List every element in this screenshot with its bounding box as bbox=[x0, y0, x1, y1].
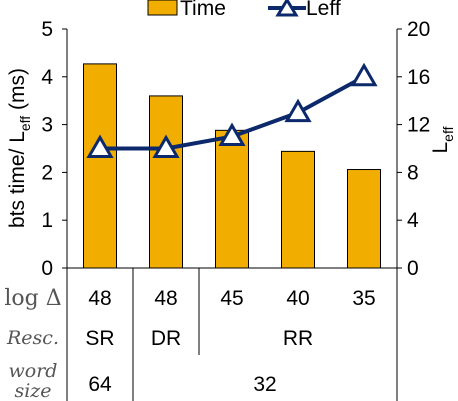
resc-label-sr: SR bbox=[85, 327, 114, 350]
right-tick-label: 4 bbox=[407, 209, 419, 232]
right-tick-label: 12 bbox=[407, 114, 430, 137]
time-bar bbox=[149, 95, 183, 269]
left-tick-label: 0 bbox=[41, 257, 53, 280]
log-delta-value: 48 bbox=[88, 287, 111, 310]
leff-marker bbox=[86, 134, 114, 158]
legend-time-label: Time bbox=[180, 0, 226, 20]
time-bar bbox=[281, 150, 315, 269]
log-delta-value: 40 bbox=[286, 287, 309, 310]
left-tick-group: 0 1 2 3 4 5 bbox=[41, 18, 67, 280]
left-tick-label: 1 bbox=[41, 209, 53, 232]
leff-marker bbox=[350, 62, 378, 87]
time-bar bbox=[83, 63, 117, 269]
time-bar bbox=[347, 169, 381, 269]
resc-label-rr: RR bbox=[283, 327, 313, 350]
log-delta-value: 35 bbox=[352, 287, 375, 310]
legend-time-swatch bbox=[147, 0, 178, 16]
right-tick-label: 8 bbox=[407, 161, 419, 184]
left-axis-title-tail: (ms) bbox=[6, 68, 29, 116]
left-axis-title: bts time/ Leff (ms) bbox=[6, 68, 33, 228]
log-delta-value: 45 bbox=[220, 287, 243, 310]
leff-marker bbox=[284, 98, 312, 123]
word-size-32: 32 bbox=[253, 373, 276, 396]
legend-leff-label: Leff bbox=[306, 0, 341, 20]
legend: Time Leff bbox=[147, 0, 341, 20]
leff-marker bbox=[152, 134, 180, 158]
left-axis-title-main: bts time/ L bbox=[6, 131, 29, 228]
right-axis-title-sub: eff bbox=[440, 126, 456, 141]
row-label-size: size bbox=[14, 380, 51, 401]
leff-marker bbox=[218, 122, 246, 147]
row-label-resc: Resc. bbox=[6, 327, 59, 349]
legend-leff-marker bbox=[275, 0, 299, 17]
time-bar bbox=[215, 129, 249, 269]
left-axis-title-sub: eff bbox=[17, 116, 33, 131]
right-tick-label: 16 bbox=[407, 66, 430, 89]
word-size-64: 64 bbox=[88, 373, 112, 396]
log-delta-row: 48 48 45 40 35 bbox=[88, 287, 375, 310]
row-label-log-delta: log Δ bbox=[4, 286, 61, 311]
bar-group bbox=[83, 63, 381, 269]
right-tick-group: 0 4 8 12 16 20 bbox=[397, 18, 430, 280]
left-tick-label: 5 bbox=[41, 18, 53, 41]
right-axis-title-main: L bbox=[429, 142, 452, 154]
leff-marker-group bbox=[86, 62, 378, 158]
right-tick-label: 0 bbox=[407, 257, 419, 280]
left-tick-label: 2 bbox=[41, 161, 53, 184]
log-delta-value: 48 bbox=[154, 287, 177, 310]
row-label-word: word bbox=[9, 360, 58, 382]
left-tick-label: 4 bbox=[41, 66, 53, 89]
resc-label-dr: DR bbox=[151, 327, 181, 350]
left-tick-label: 3 bbox=[41, 114, 53, 137]
category-table: log Δ Resc. word size 48 48 45 40 35 SR DR R… bbox=[4, 268, 398, 401]
right-axis-title: Leff bbox=[429, 126, 456, 153]
right-tick-label: 20 bbox=[407, 18, 430, 41]
